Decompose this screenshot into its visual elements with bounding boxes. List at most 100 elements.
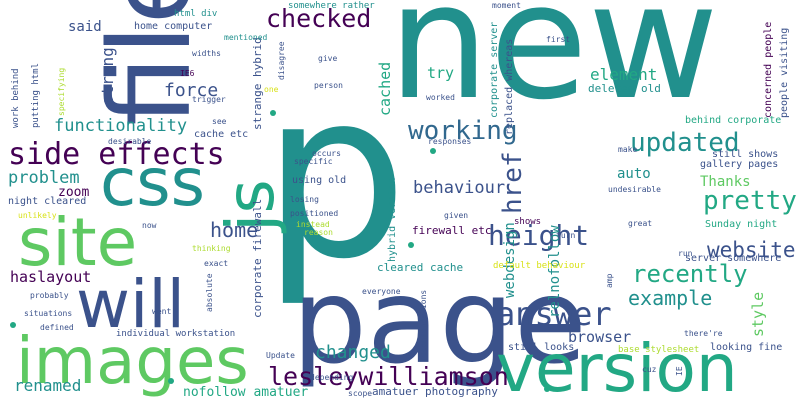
- word-behaviour: behaviour: [413, 178, 506, 198]
- word-theres: there're: [684, 329, 723, 338]
- word-depending: depending: [310, 373, 354, 382]
- word-great: great: [628, 219, 653, 228]
- word-give: give: [318, 54, 338, 63]
- word-moment: moment: [492, 1, 521, 10]
- word-said: said: [68, 19, 102, 35]
- word-lesleywilliamson: lesleywilliamson: [268, 362, 509, 391]
- word-haslayout: haslayout: [10, 268, 92, 286]
- word-website: website: [707, 238, 796, 262]
- word-nofollow-amatuer: nofollow amatuer: [183, 385, 309, 400]
- word-side-effects: side effects: [8, 137, 225, 172]
- word-answer: answer: [496, 295, 612, 333]
- word-replaced-whereas: replaced whereas: [504, 38, 515, 135]
- word-browser: browser: [568, 328, 632, 346]
- word-zoom: zoom: [58, 185, 90, 200]
- word-thinking: thinking: [192, 244, 231, 253]
- word-given: given: [444, 211, 469, 220]
- word-first: first: [546, 35, 571, 44]
- word-functionality: functionality: [54, 116, 188, 136]
- word-new: new: [388, 0, 719, 135]
- word-updated: updated: [630, 128, 740, 158]
- word-disagree: disagree: [277, 41, 286, 80]
- word-reason: reason: [304, 228, 333, 237]
- word-see: see: [212, 117, 227, 126]
- word-working: working: [408, 116, 518, 146]
- word-recently: recently: [632, 260, 748, 288]
- word-ie: IE: [675, 366, 684, 376]
- word-putting-html: putting html: [31, 62, 41, 128]
- word-worked: worked: [426, 93, 455, 102]
- word-instead: instead: [296, 220, 330, 229]
- word-update: Update: [266, 351, 295, 360]
- word-css: css: [100, 144, 206, 221]
- word-p: p: [262, 43, 408, 310]
- word-recommendations: recommendations: [419, 289, 428, 362]
- word-amp: amp: [605, 273, 614, 288]
- word-auto: auto: [617, 166, 651, 182]
- word-thanks: Thanks: [700, 174, 751, 190]
- word-still-shows: still shows: [712, 149, 779, 160]
- word-renamed: renamed: [14, 376, 82, 395]
- word-occurs: occurs: [312, 149, 341, 158]
- word-html-div: html div: [174, 9, 218, 19]
- word-everyone: everyone: [362, 287, 401, 296]
- word-still-looks: still looks: [508, 342, 575, 353]
- word-defined: defined: [40, 323, 74, 332]
- word-home: home: [210, 218, 259, 242]
- word-specific: specific: [294, 157, 333, 166]
- word-pretty: pretty: [703, 186, 797, 216]
- word-problem: problem: [8, 168, 80, 188]
- word-somewhere-rather: somewhere rather: [288, 1, 375, 11]
- word-hybrid-version: hybrid version: [387, 177, 398, 262]
- word-firewall-etc: firewall etc: [412, 224, 492, 237]
- word-night-cleared: night cleared: [8, 196, 87, 207]
- word-images: images: [16, 325, 249, 399]
- word-probably: probably: [30, 291, 69, 300]
- word-went: went: [152, 307, 172, 316]
- word-gallery-pages: gallery pages: [700, 159, 779, 170]
- dot-marker: [270, 110, 276, 116]
- word-force: force: [164, 80, 219, 101]
- word-run: run: [678, 249, 693, 258]
- word-undesirable: undesirable: [608, 185, 661, 194]
- word-exact: exact: [204, 259, 229, 268]
- dot-marker: [430, 148, 436, 154]
- word-people-visiting: people visiting: [779, 27, 790, 118]
- word-corporate-server: corporate server: [489, 21, 500, 118]
- word-example: example: [628, 286, 713, 310]
- word-cuz: cuz: [642, 365, 657, 374]
- word-corporate-firewall: corporate firewall: [251, 198, 264, 318]
- word-cleared-cache: cleared cache: [377, 261, 464, 274]
- word-server-somewhere: server somewhere: [685, 253, 782, 264]
- word-responses: responses: [428, 137, 472, 146]
- word-concerned-people: concerned people: [763, 21, 774, 118]
- word-height: height: [488, 219, 590, 252]
- word-home-computer: home computer: [134, 21, 213, 32]
- word-situations: situations: [24, 309, 73, 318]
- word-default-behaviour: default behaviour: [493, 261, 586, 271]
- word-version: version: [496, 330, 738, 400]
- word-turn: turn: [556, 231, 576, 240]
- word-href: href: [498, 151, 528, 214]
- word-mentioned: mentioned: [224, 33, 268, 42]
- word-deleted-old: deleted old: [588, 82, 661, 95]
- word-specifying: specifying: [57, 67, 66, 116]
- word-cache-etc: cache etc: [194, 129, 249, 140]
- word-make: make: [618, 145, 638, 154]
- word-positioned: positioned: [290, 209, 339, 218]
- word-using-old: using old: [292, 175, 347, 186]
- word-page: page: [292, 252, 587, 390]
- word-person: person: [314, 81, 343, 90]
- word-amatuer-photography: amatuer photography: [372, 385, 498, 398]
- word-ie6: IE6: [180, 69, 195, 78]
- word-behind-corporate: behind corporate: [685, 115, 782, 126]
- word-work-behind: work behind: [11, 68, 21, 128]
- word-changed: changed: [315, 342, 391, 363]
- word-try: try: [427, 64, 455, 82]
- dot-marker: [168, 378, 174, 384]
- word-individual-workstation: individual workstation: [116, 329, 236, 339]
- word-one: one: [264, 85, 279, 94]
- word-style: style: [749, 291, 767, 337]
- dot-marker: [408, 242, 414, 248]
